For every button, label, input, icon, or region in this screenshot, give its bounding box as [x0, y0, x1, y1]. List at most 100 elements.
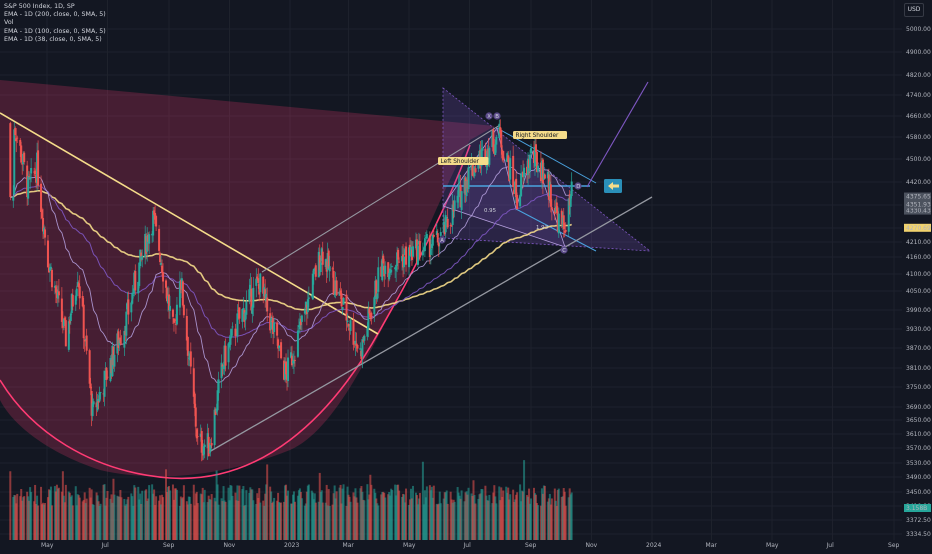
candle-body	[175, 304, 178, 325]
candle-body	[495, 136, 498, 145]
candle-body	[202, 446, 205, 455]
time-tick-label: Sep	[163, 542, 175, 549]
candle-body	[331, 268, 334, 270]
candle-body	[138, 262, 141, 287]
candle-body	[27, 175, 30, 199]
candle-body	[529, 154, 532, 171]
volume-bar	[120, 497, 123, 540]
candle-body	[530, 148, 533, 154]
volume-bar	[363, 500, 366, 540]
volume-bar	[425, 486, 428, 540]
candle-body	[245, 301, 248, 315]
candle-body	[370, 312, 373, 318]
candle-body	[430, 244, 433, 249]
candle-body	[346, 320, 349, 322]
price-tick-label: 4100.00	[906, 271, 931, 278]
candle-body	[523, 167, 526, 177]
candle-body	[264, 289, 267, 299]
candle-body	[63, 317, 66, 321]
candle-body	[91, 403, 94, 417]
price-axis[interactable]: 5000.00 4900.00 4820.00 4740.00 4660.00 4580.…	[902, 0, 932, 550]
candle-body	[125, 311, 128, 336]
volume-bar	[280, 502, 283, 540]
currency-button[interactable]: USD	[904, 3, 924, 17]
point-c-label: C	[562, 248, 566, 254]
candle-body	[74, 295, 77, 305]
candle-body	[355, 343, 358, 346]
candle-body	[146, 235, 149, 252]
time-tick-label: Sep	[888, 542, 900, 549]
candle-body	[123, 330, 126, 348]
candle-body	[92, 401, 95, 405]
volume-bar	[356, 502, 359, 540]
candle-body	[543, 174, 546, 179]
candle-body	[178, 281, 181, 308]
candle-body	[185, 316, 188, 341]
candle-body	[290, 355, 293, 366]
candle-body	[236, 313, 239, 337]
candle-body	[148, 234, 151, 244]
candle-body	[141, 255, 144, 260]
candle-body	[408, 247, 411, 268]
candle-body	[119, 337, 122, 344]
point-d-label: D	[576, 184, 580, 190]
volume-bar	[175, 489, 178, 540]
volume-bar	[273, 497, 276, 540]
volume-bar	[342, 484, 345, 540]
candle-body	[431, 234, 434, 246]
candle-body	[450, 225, 453, 227]
candle-body	[62, 318, 65, 327]
candle-body	[165, 280, 168, 288]
candle-body	[230, 329, 233, 338]
volume-bar	[502, 490, 505, 540]
candle-body	[162, 272, 165, 282]
candle-body	[428, 235, 431, 257]
candle-body	[130, 302, 133, 313]
candle-body	[376, 293, 379, 300]
candle-body	[210, 443, 213, 446]
candle-body	[333, 294, 336, 296]
candle-body	[81, 295, 84, 307]
price-tick-label: 3334.50	[906, 531, 931, 538]
volume-bar	[217, 504, 220, 540]
candle-body	[173, 319, 176, 321]
time-tick-label: May	[41, 542, 54, 549]
price-tag-label: 4270.69	[906, 225, 931, 232]
price-tick-label: 4420.00	[906, 179, 931, 186]
volume-bars	[9, 460, 573, 540]
candle-body	[416, 245, 419, 265]
candle-body	[342, 297, 345, 305]
volume-bar	[467, 487, 470, 540]
volume-bar	[391, 489, 394, 540]
candle-body	[509, 158, 512, 180]
candle-body	[209, 445, 212, 451]
volume-bar	[460, 490, 463, 540]
time-axis[interactable]: May Jul Sep Nov 2023 Mar May Jul Sep Nov 2024 Mar Ma…	[0, 540, 932, 550]
candle-body	[340, 293, 343, 307]
candle-body	[418, 241, 421, 258]
time-tick-label: Mar	[706, 542, 718, 549]
candle-body	[155, 216, 158, 227]
left-shoulder-label: Left Shoulder	[438, 157, 489, 165]
candle-body	[289, 352, 292, 358]
candle-body	[273, 322, 276, 333]
candle-body	[520, 174, 523, 197]
time-tick-label: 2024	[646, 542, 661, 549]
time-tick-label: Nov	[223, 542, 235, 549]
candle-body	[77, 283, 80, 288]
candle-body	[549, 184, 552, 207]
candle-body	[536, 165, 539, 172]
time-tick-label: Sep	[525, 542, 537, 549]
volume-bar	[293, 501, 296, 540]
price-tick-label: 4500.00	[906, 156, 931, 163]
candle-body	[96, 399, 99, 411]
time-axis-bg	[0, 540, 932, 550]
candle-body	[411, 246, 414, 257]
candle-body	[152, 210, 155, 236]
candle-body	[29, 176, 32, 180]
volume-bar	[44, 502, 47, 540]
ratio-label-1: 0.95	[484, 208, 496, 214]
candle-body	[280, 342, 283, 359]
